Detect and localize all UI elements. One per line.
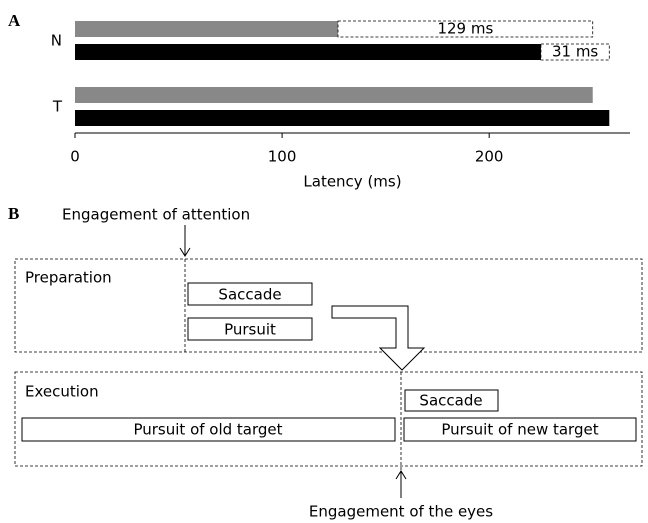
- big-arrow: [331, 305, 426, 371]
- panel-label: A: [8, 11, 21, 30]
- x-tick-label: 0: [70, 148, 80, 166]
- x-tick-label: 100: [268, 148, 297, 166]
- box-label: Pursuit of new target: [441, 421, 598, 439]
- box-label: Pursuit: [224, 321, 276, 339]
- chart: N T 129 ms 31 ms 0 100 200 Latency (ms): [51, 20, 630, 191]
- arrow-head: [179, 247, 191, 257]
- box: [187, 282, 313, 306]
- section-label: Preparation: [25, 269, 112, 287]
- bar: [75, 110, 610, 126]
- panel-label: B: [8, 204, 19, 223]
- box: [187, 317, 313, 341]
- execution-frame: [14, 371, 643, 467]
- box: [403, 417, 637, 442]
- top-label: Engagement of attention: [62, 206, 250, 224]
- bar: [75, 87, 593, 103]
- box: [404, 389, 499, 412]
- box-label: Pursuit of old target: [133, 421, 282, 439]
- y-tick-label: N: [51, 32, 62, 50]
- difference-box: [540, 43, 610, 61]
- y-tick-label: T: [52, 98, 63, 116]
- annotation: 129 ms: [437, 20, 493, 38]
- bar: [75, 21, 339, 37]
- x-tick-label: 200: [475, 148, 504, 166]
- bar: [75, 44, 541, 60]
- annotation: 31 ms: [552, 43, 598, 61]
- diagram: Engagement of attention Preparation Sacc…: [14, 206, 643, 521]
- difference-box: [337, 20, 594, 38]
- section-label: Execution: [25, 383, 99, 401]
- box-label: Saccade: [419, 392, 482, 410]
- box: [21, 417, 396, 442]
- x-axis-label: Latency (ms): [303, 173, 401, 191]
- arrow-head: [395, 470, 407, 480]
- box-label: Saccade: [218, 286, 281, 304]
- bottom-label: Engagement of the eyes: [309, 503, 493, 521]
